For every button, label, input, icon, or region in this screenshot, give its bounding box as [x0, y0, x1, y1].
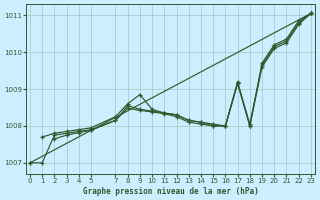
X-axis label: Graphe pression niveau de la mer (hPa): Graphe pression niveau de la mer (hPa) [83, 187, 258, 196]
